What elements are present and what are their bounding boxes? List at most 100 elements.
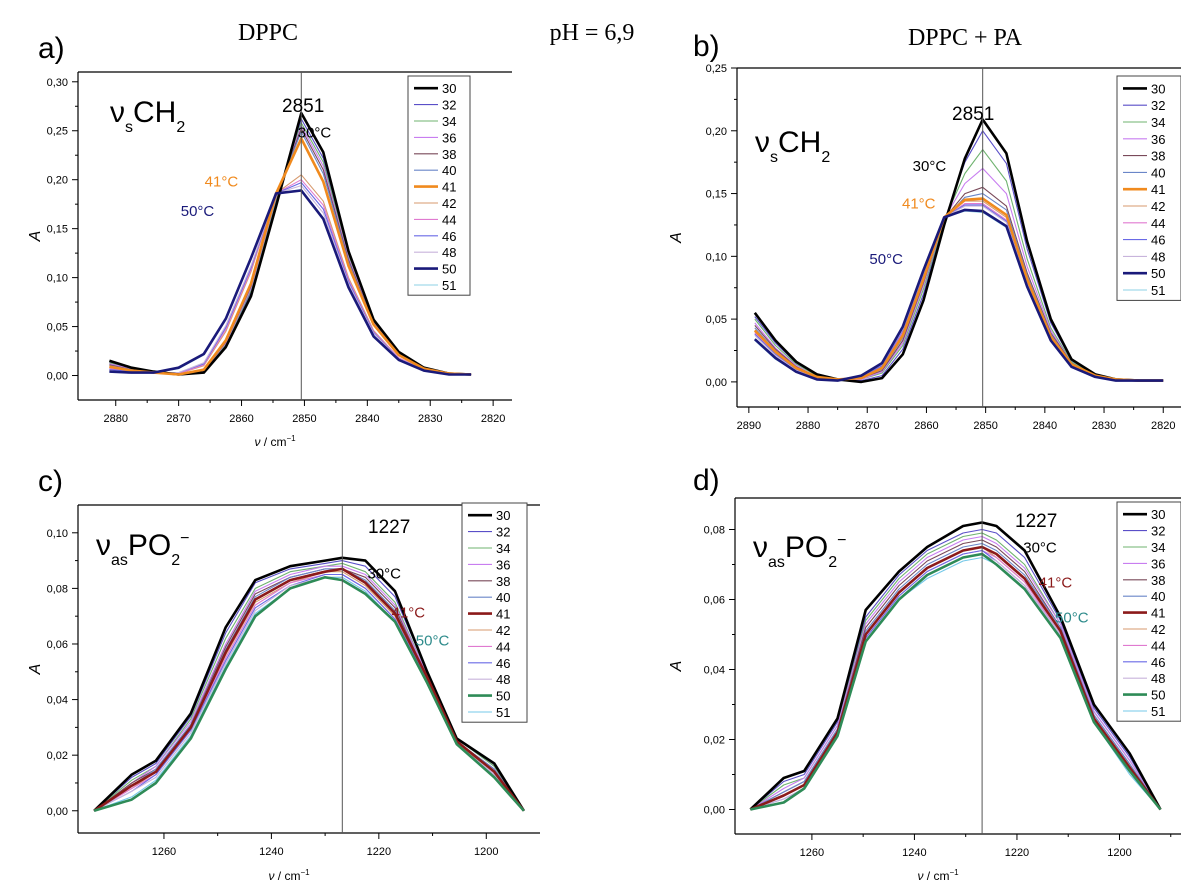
band-group-subscript: 2 bbox=[821, 149, 830, 166]
y-tick-label: 0,10 bbox=[47, 273, 68, 285]
series-line-36 bbox=[750, 535, 1161, 810]
x-tick-label: 2850 bbox=[292, 413, 316, 425]
legend-label: 51 bbox=[442, 278, 456, 293]
legend-label: 30 bbox=[1151, 507, 1165, 522]
series-line-30 bbox=[93, 556, 526, 812]
legend-label: 34 bbox=[442, 114, 456, 129]
legend-label: 41 bbox=[442, 180, 456, 195]
temperature-annotation: 50°C bbox=[869, 251, 903, 268]
legend-label: 51 bbox=[1151, 283, 1165, 298]
legend-label: 46 bbox=[1151, 655, 1165, 670]
temperature-annotation: 30°C bbox=[298, 125, 332, 142]
series-line-51 bbox=[93, 576, 525, 812]
x-tick-label: 2860 bbox=[229, 413, 253, 425]
legend-label: 41 bbox=[1151, 182, 1165, 197]
legend-label: 38 bbox=[442, 147, 456, 162]
legend-label: 48 bbox=[1151, 671, 1165, 686]
panel-d: d) 0,00 0,02 0,04 0,06 0,08 1260 1240 1220 1200 Aν… bbox=[668, 464, 1181, 883]
legend-label: 30 bbox=[1151, 81, 1165, 96]
legend-label: 30 bbox=[496, 508, 510, 523]
ph-label: pH = 6,9 bbox=[550, 20, 635, 46]
temperature-annotation: 41°C bbox=[902, 196, 936, 213]
legend-label: 44 bbox=[496, 639, 510, 654]
peak-label: 1227 bbox=[368, 517, 410, 538]
legend-label: 38 bbox=[1151, 573, 1165, 588]
band-subscript: as bbox=[111, 552, 128, 569]
x-tick-label: 2820 bbox=[1151, 420, 1175, 432]
band-charge: − bbox=[837, 532, 846, 549]
series-line-41 bbox=[109, 137, 472, 376]
legend-label: 34 bbox=[1151, 115, 1165, 130]
peak-label: 2851 bbox=[952, 104, 994, 125]
peak-label: 1227 bbox=[1015, 511, 1057, 532]
series-line-46 bbox=[93, 573, 525, 812]
panel-b: b) 0,00 0,05 0,10 0,15 0,20 0,25 2890 2880 2870 28… bbox=[668, 30, 1181, 432]
x-tick-label: 2850 bbox=[973, 420, 997, 432]
band-group: CH bbox=[778, 126, 821, 159]
legend-label: 46 bbox=[1151, 233, 1165, 248]
x-tick-label: 2830 bbox=[1092, 420, 1116, 432]
series-line-48 bbox=[93, 576, 525, 812]
x-axis-label-unit: / cm bbox=[923, 869, 949, 883]
band-label: νasPO2− bbox=[96, 529, 190, 569]
y-tick-label: 0,20 bbox=[47, 175, 68, 187]
y-tick-label: 0,04 bbox=[704, 665, 725, 677]
y-tick-label: 0,25 bbox=[47, 126, 68, 138]
x-axis-label-exp: −1 bbox=[286, 434, 296, 443]
legend-label: 42 bbox=[442, 196, 456, 211]
y-axis-label: A bbox=[668, 661, 685, 673]
band-nu: ν bbox=[753, 531, 768, 564]
series-line-50 bbox=[750, 552, 1162, 811]
legend-label: 36 bbox=[1151, 132, 1165, 147]
series-line-42 bbox=[754, 200, 1164, 382]
band-label: νsCH2 bbox=[110, 96, 185, 136]
x-axis-label: ν / cm−1 bbox=[917, 868, 959, 883]
y-tick-label: 0,15 bbox=[706, 189, 727, 201]
series-line-51 bbox=[754, 210, 1164, 382]
x-tick-label: 2880 bbox=[103, 413, 127, 425]
legend-label: 42 bbox=[1151, 199, 1165, 214]
y-tick-label: 0,05 bbox=[706, 314, 727, 326]
band-group-subscript: 2 bbox=[828, 554, 837, 571]
band-label: νsCH2 bbox=[755, 126, 830, 166]
legend-label: 38 bbox=[496, 574, 510, 589]
legend-label: 50 bbox=[1151, 266, 1165, 281]
y-tick-label: 0,00 bbox=[47, 371, 68, 383]
series-line-30 bbox=[749, 521, 1162, 811]
y-tick-label: 0,02 bbox=[704, 735, 725, 747]
x-tick-label: 1240 bbox=[259, 846, 283, 858]
y-axis-label: A bbox=[27, 231, 44, 243]
series-line-50 bbox=[93, 575, 525, 813]
x-tick-label: 1220 bbox=[1005, 847, 1029, 859]
series-line-41 bbox=[753, 197, 1164, 382]
x-axis-label-exp: −1 bbox=[949, 868, 959, 877]
band-nu: ν bbox=[110, 96, 125, 129]
temperature-annotation: 41°C bbox=[205, 174, 239, 191]
series-line-40 bbox=[750, 542, 1161, 810]
temperature-annotation: 50°C bbox=[416, 632, 450, 649]
y-tick-label: 0,15 bbox=[47, 224, 68, 236]
x-tick-label: 2870 bbox=[166, 413, 190, 425]
series-line-34 bbox=[750, 532, 1161, 810]
panel-c: c) 0,00 0,02 0,04 0,06 0,08 0,10 1260 1240 1220 12… bbox=[27, 465, 540, 883]
x-axis-label-unit: / cm bbox=[260, 435, 286, 449]
series-line-34 bbox=[754, 149, 1164, 382]
legend-label: 32 bbox=[1151, 524, 1165, 539]
series-line-48 bbox=[754, 205, 1164, 382]
panel-b-title: DPPC + PA bbox=[908, 25, 1023, 51]
legend-label: 46 bbox=[442, 229, 456, 244]
y-tick-label: 0,02 bbox=[47, 750, 68, 762]
series-line-40 bbox=[754, 193, 1164, 382]
legend-label: 40 bbox=[1151, 165, 1165, 180]
x-axis-label-unit: / cm bbox=[274, 869, 300, 883]
y-tick-label: 0,20 bbox=[706, 126, 727, 138]
legend-label: 44 bbox=[1151, 638, 1165, 653]
x-tick-label: 2830 bbox=[418, 413, 442, 425]
legend-label: 48 bbox=[1151, 249, 1165, 264]
band-group-subscript: 2 bbox=[171, 552, 180, 569]
x-axis-label: ν / cm−1 bbox=[268, 868, 310, 883]
band-subscript: s bbox=[770, 149, 778, 166]
x-axis-label-symbol: ν bbox=[917, 869, 923, 883]
legend-box bbox=[1116, 501, 1181, 722]
